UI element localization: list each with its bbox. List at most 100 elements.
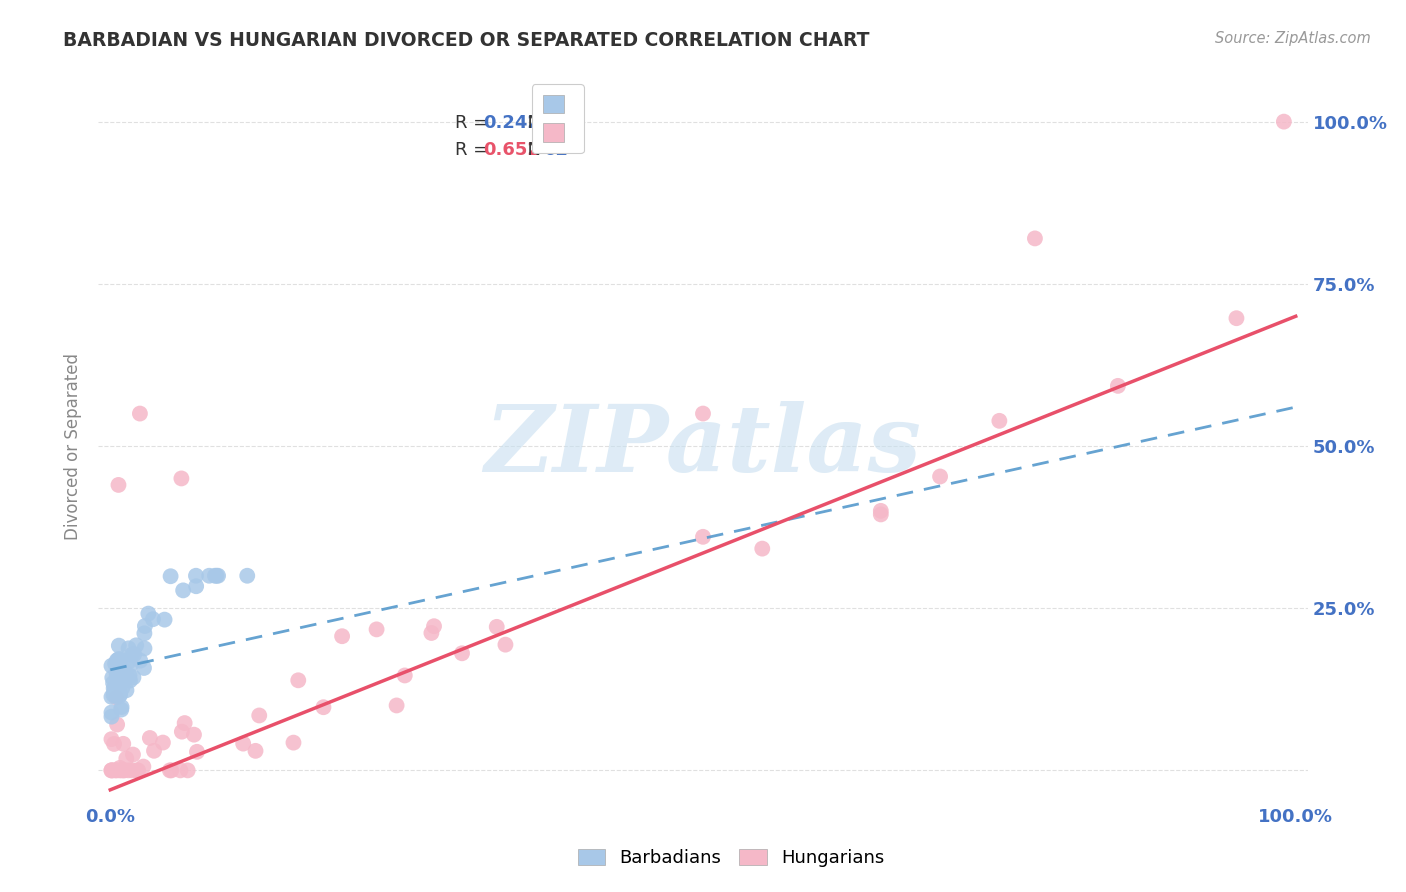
Text: Source: ZipAtlas.com: Source: ZipAtlas.com bbox=[1215, 31, 1371, 46]
Point bbox=[312, 700, 335, 714]
Point bbox=[112, 764, 135, 778]
Point bbox=[173, 716, 195, 731]
Text: 0.242: 0.242 bbox=[482, 114, 540, 132]
Point bbox=[103, 737, 125, 751]
Point bbox=[117, 655, 139, 669]
Point bbox=[115, 751, 138, 765]
Point bbox=[122, 747, 145, 762]
Point bbox=[104, 657, 127, 671]
Point bbox=[247, 708, 270, 723]
Point bbox=[366, 623, 388, 637]
Point bbox=[159, 569, 181, 583]
Point bbox=[107, 673, 129, 688]
Point bbox=[100, 764, 122, 778]
Text: 0.652: 0.652 bbox=[482, 141, 540, 159]
Point bbox=[127, 764, 149, 778]
Point bbox=[692, 530, 714, 544]
Point bbox=[485, 620, 508, 634]
Point bbox=[142, 612, 165, 626]
Point bbox=[170, 724, 193, 739]
Point bbox=[121, 764, 143, 778]
Text: 64: 64 bbox=[543, 114, 568, 132]
Point bbox=[107, 670, 129, 684]
Point bbox=[108, 684, 131, 698]
Point bbox=[108, 674, 131, 689]
Point bbox=[423, 619, 446, 633]
Point bbox=[751, 541, 773, 556]
Point bbox=[107, 677, 129, 691]
Point bbox=[105, 764, 128, 778]
Point bbox=[100, 732, 122, 747]
Point bbox=[120, 657, 142, 672]
Point bbox=[105, 682, 128, 697]
Point bbox=[172, 583, 194, 598]
Point bbox=[205, 568, 228, 582]
Point bbox=[153, 613, 176, 627]
Point bbox=[692, 407, 714, 421]
Point bbox=[138, 607, 160, 621]
Point bbox=[183, 728, 205, 742]
Point bbox=[869, 508, 891, 522]
Point bbox=[198, 568, 221, 582]
Point bbox=[236, 568, 259, 582]
Point bbox=[101, 676, 124, 690]
Point bbox=[204, 568, 226, 582]
Point bbox=[108, 688, 131, 702]
Point bbox=[159, 764, 181, 778]
Point bbox=[105, 665, 128, 679]
Point bbox=[105, 686, 128, 700]
Point bbox=[112, 737, 135, 751]
Point bbox=[108, 761, 131, 775]
Point bbox=[184, 568, 207, 582]
Point bbox=[105, 690, 128, 705]
Point bbox=[1024, 231, 1046, 245]
Y-axis label: Divorced or Separated: Divorced or Separated bbox=[65, 352, 83, 540]
Text: R =: R = bbox=[456, 114, 494, 132]
Text: R =: R = bbox=[456, 141, 494, 159]
Point bbox=[1272, 114, 1295, 128]
Point bbox=[929, 469, 952, 483]
Point bbox=[143, 744, 166, 758]
Point bbox=[100, 690, 122, 704]
Point bbox=[186, 579, 208, 593]
Point bbox=[110, 700, 132, 714]
Point bbox=[330, 629, 353, 643]
Point bbox=[100, 706, 122, 720]
Point bbox=[101, 671, 124, 685]
Point bbox=[207, 568, 229, 582]
Point bbox=[118, 673, 141, 688]
Point bbox=[105, 669, 128, 683]
Text: N =: N = bbox=[516, 141, 567, 159]
Point bbox=[111, 681, 134, 695]
Point bbox=[129, 407, 152, 421]
Point bbox=[118, 668, 141, 682]
Point bbox=[394, 668, 416, 682]
Point bbox=[451, 646, 474, 660]
Point bbox=[385, 698, 408, 713]
Point bbox=[103, 688, 125, 702]
Point bbox=[132, 661, 155, 675]
Point bbox=[134, 619, 156, 633]
Point bbox=[169, 764, 191, 778]
Point bbox=[121, 648, 143, 662]
Point bbox=[1225, 311, 1247, 326]
Point bbox=[115, 667, 138, 681]
Point bbox=[176, 764, 198, 778]
Point bbox=[103, 686, 125, 700]
Point bbox=[170, 471, 193, 485]
Point bbox=[139, 731, 162, 745]
Point bbox=[100, 658, 122, 673]
Text: N =: N = bbox=[516, 114, 567, 132]
Point bbox=[287, 673, 309, 688]
Point bbox=[134, 626, 156, 640]
Point bbox=[100, 764, 122, 778]
Point bbox=[108, 652, 131, 666]
Point bbox=[122, 648, 145, 662]
Point bbox=[132, 759, 155, 773]
Point bbox=[134, 641, 156, 656]
Point bbox=[152, 735, 174, 749]
Point bbox=[104, 764, 127, 778]
Text: 62: 62 bbox=[543, 141, 568, 159]
Point bbox=[108, 764, 131, 778]
Point bbox=[110, 665, 132, 680]
